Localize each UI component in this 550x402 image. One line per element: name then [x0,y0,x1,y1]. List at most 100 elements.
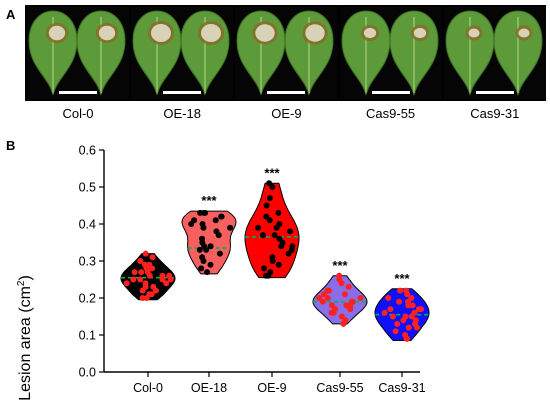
data-point [261,265,267,272]
genotype-label: Col-0 [62,106,94,121]
leaf-pair-image [341,10,439,96]
data-point [328,302,335,309]
leaf-photo [443,7,546,99]
data-point [259,232,266,239]
genotype-label: Cas9-31 [470,106,520,121]
data-point [139,295,146,301]
data-point [269,258,276,264]
data-point [340,320,347,327]
data-point [345,283,352,290]
leaf-photo [131,7,234,99]
data-point [275,209,282,216]
data-point [203,246,210,253]
lesion-spot [305,24,326,42]
data-point [215,232,222,239]
y-tick-label: 0.1 [79,329,96,343]
data-point [207,261,214,268]
y-tick-label: 0.3 [79,255,96,269]
violin-oe-9: *** [244,165,300,279]
lesion-spot [98,25,116,41]
data-point [287,228,294,235]
violin-oe-18: *** [181,193,237,276]
data-point [196,246,203,253]
data-point [152,287,159,294]
data-point [357,295,364,301]
data-point [326,287,332,294]
scale-bar [475,91,514,94]
data-point [418,306,424,313]
data-point [266,195,273,202]
data-point [137,276,144,283]
data-point [227,224,234,231]
data-point [212,217,219,224]
data-point [218,213,225,220]
data-point [144,269,151,276]
data-point [149,265,156,272]
data-point [389,313,396,320]
lesion-spot [363,27,376,39]
x-tick-label: OE-9 [257,381,286,395]
genotype-label: Cas9-55 [366,106,416,121]
data-point [200,258,207,264]
data-point [263,202,270,209]
data-point [321,291,327,298]
data-point [265,272,272,279]
x-tick-label: OE-18 [191,381,227,395]
scale-bar [267,91,306,94]
data-point [405,324,412,331]
data-point [400,317,407,324]
data-point [392,328,399,335]
data-point [204,269,211,276]
data-point [404,291,411,298]
data-point [338,313,345,320]
data-point [207,243,214,250]
data-point [397,287,404,294]
y-tick-label: 0.2 [79,292,96,306]
x-tick-label: Cas9-55 [316,381,363,395]
violin-cas9-31: *** [374,271,430,342]
violin-body [181,210,237,275]
data-point [131,269,138,276]
y-tick-label: 0.4 [79,218,96,232]
data-point [138,269,145,276]
data-point [330,309,337,316]
panel-label-b: B [6,138,16,153]
violin-group: *** *** *** *** [120,165,430,342]
violin-cas9-55: *** [312,258,368,327]
data-point [191,217,198,224]
data-point [275,261,282,268]
leaf-pair-image [445,10,543,96]
significance-marker: *** [332,258,348,273]
data-point [137,258,144,264]
lesion-spot [413,27,426,39]
lesion-spot [201,24,222,42]
data-point [200,224,207,231]
y-axis-title: Lesion area (cm2) [16,275,34,401]
data-point [269,184,276,190]
data-point [408,313,415,320]
data-point [149,254,156,261]
data-point [338,280,345,287]
data-point [266,217,273,224]
data-point [271,232,278,239]
tick-labels: 0.0 0.1 0.2 0.3 0.4 0.5 0.6 Col-0 OE-18 OE-9 Cas9-… [79,144,426,396]
scale-bar [371,91,410,94]
data-point [273,224,280,231]
data-point [341,291,348,298]
data-point [405,302,412,309]
data-point [216,250,223,257]
data-point [324,295,331,301]
data-point [123,280,130,287]
data-point [387,306,394,313]
data-point [159,276,166,283]
data-point [130,276,137,283]
lesion-spot [48,25,66,41]
data-point [319,298,326,305]
data-point [396,298,403,305]
lesion-spot [518,28,530,38]
data-point [255,224,261,231]
significance-marker: *** [394,271,410,286]
x-tick-label: Col-0 [133,381,163,395]
lesion-spot [151,24,172,42]
data-point [139,287,146,294]
